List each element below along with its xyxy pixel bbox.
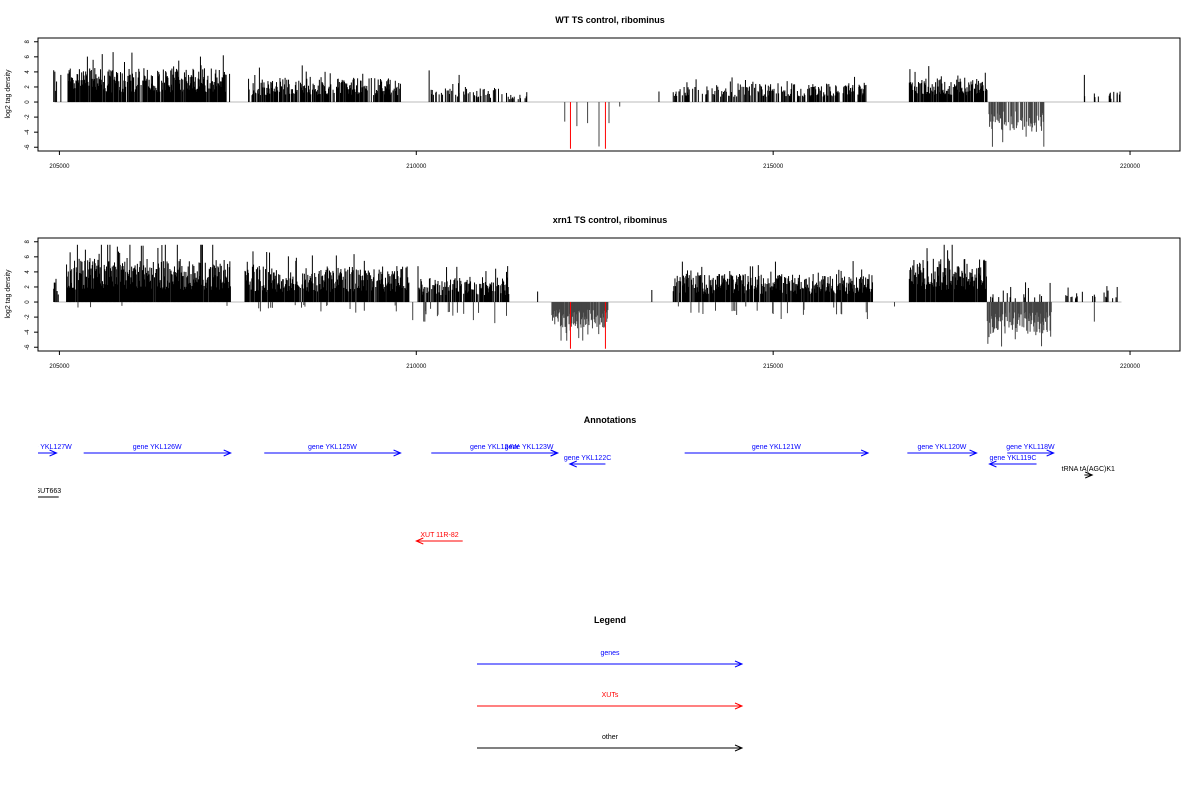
annotation-label: SUT663 <box>36 488 62 495</box>
annotation-label: gene YKL121W <box>752 444 801 451</box>
wt-bars <box>53 52 1121 149</box>
legend-item-genes: genes <box>477 650 744 668</box>
xrn1-plot-frame <box>37 237 1181 352</box>
arrowhead-right-icon <box>860 449 870 457</box>
arrowhead-right-icon <box>223 449 232 457</box>
legend-label: genes <box>600 650 620 657</box>
xrn1-panel-title: xrn1 TS control, ribominus <box>553 215 668 225</box>
wt-xtick-label: 210000 <box>406 164 427 170</box>
xrn1-ytick-label: 4 <box>25 270 31 274</box>
wt-ytick-label: -6 <box>25 144 31 150</box>
wt-xtick-label: 220000 <box>1120 164 1141 170</box>
arrowhead-right-icon <box>969 449 978 457</box>
arrowhead-right-icon <box>734 660 744 668</box>
xrn1-xtick-label: 210000 <box>406 364 427 370</box>
annotations-panel: Annotations gene YKL127W gene YKL126W gene… <box>23 415 1115 545</box>
arrowhead-left-icon <box>415 537 424 545</box>
annotation-label: gene YKL124W <box>470 444 519 451</box>
arrowhead-right-icon <box>550 449 559 457</box>
wt-ytick-label: 8 <box>25 39 31 43</box>
annotation-label: gene YKL125W <box>308 444 357 451</box>
annotation-label: gene YKL118W <box>1006 444 1055 451</box>
annotation-label: XUT 11R-82 <box>420 532 458 539</box>
annotation-feature: gene YKL122C <box>564 455 611 468</box>
annotation-feature: gene YKL118W <box>1006 444 1055 457</box>
wt-plot-frame <box>37 37 1181 152</box>
xrn1-x-axis: 205000 210000 215000 220000 <box>49 351 1141 370</box>
legend-title: Legend <box>594 615 626 625</box>
annotation-label: gene YKL119C <box>990 455 1037 462</box>
annotation-feature: gene YKL126W <box>83 444 232 457</box>
annotation-feature: gene YKL120W <box>907 444 978 457</box>
annotation-label: gene YKL127W <box>23 444 72 451</box>
legend-label: XUTs <box>602 692 619 699</box>
annotation-feature: gene YKL123W <box>500 444 559 457</box>
wt-panel-title: WT TS control, ribominus <box>555 15 665 25</box>
annotation-label: gene YKL122C <box>564 455 611 462</box>
xrn1-ylabel: log2 tag density <box>5 269 12 319</box>
xrn1-y-axis: 8 6 4 2 0 -2 -4 -6 <box>25 239 38 350</box>
legend-item-other: other <box>477 734 744 752</box>
arrowhead-right-icon <box>734 702 744 710</box>
wt-xtick-label: 215000 <box>763 164 784 170</box>
legend-label: other <box>602 734 619 741</box>
xrn1-ytick-label: 0 <box>25 300 31 304</box>
legend-panel: Legend genes XUTs other <box>477 615 744 752</box>
wt-ylabel: log2 tag density <box>5 69 12 119</box>
annotation-label: gene YKL126W <box>133 444 182 451</box>
annotations-title: Annotations <box>584 415 637 425</box>
arrowhead-right-icon <box>1046 449 1055 457</box>
wt-ytick-label: 2 <box>25 85 31 89</box>
wt-ytick-label: -4 <box>25 129 31 135</box>
xrn1-bars <box>53 244 1118 349</box>
arrowhead-left-icon <box>568 460 577 468</box>
annotation-label: gene YKL123W <box>505 444 554 451</box>
xrn1-xtick-label: 215000 <box>763 364 784 370</box>
annotation-feature: gene YKL119C <box>988 455 1037 468</box>
annotation-feature: gene YKL125W <box>264 444 402 457</box>
arrowhead-right-icon <box>49 449 58 457</box>
wt-xtick-label: 205000 <box>49 164 70 170</box>
xrn1-xtick-label: 220000 <box>1120 364 1141 370</box>
wt-y-axis: 8 6 4 2 0 -2 -4 -6 <box>25 39 38 150</box>
annotation-feature: tRNA tA(AGC)K1 <box>1062 466 1115 479</box>
xrn1-ytick-label: 2 <box>25 285 31 289</box>
xrn1-track-panel: xrn1 TS control, ribominus log2 tag dens… <box>5 215 1181 370</box>
xrn1-ytick-label: -6 <box>25 344 31 350</box>
arrowhead-right-icon <box>1085 471 1094 479</box>
legend-item-xuts: XUTs <box>477 692 744 710</box>
legend-items: genes XUTs other <box>477 650 744 752</box>
xrn1-ytick-label: 6 <box>25 255 31 259</box>
annotation-label: gene YKL120W <box>918 444 967 451</box>
wt-ytick-label: -2 <box>25 114 31 120</box>
annotation-feature: SUT663 <box>36 488 62 498</box>
arrowhead-right-icon <box>393 449 402 457</box>
wt-x-axis: 205000 210000 215000 220000 <box>49 151 1141 170</box>
wt-ytick-label: 6 <box>25 55 31 59</box>
xrn1-ytick-label: -4 <box>25 329 31 335</box>
xrn1-ytick-label: 8 <box>25 239 31 243</box>
annotation-feature: gene YKL121W <box>684 444 870 457</box>
annotation-feature: gene YKL127W <box>23 444 72 457</box>
annotation-feature: XUT 11R-82 <box>415 532 463 545</box>
wt-ytick-label: 4 <box>25 70 31 74</box>
wt-ytick-label: 0 <box>25 100 31 104</box>
xrn1-xtick-label: 205000 <box>49 364 70 370</box>
wt-track-panel: WT TS control, ribominus log2 tag densit… <box>5 15 1181 170</box>
annotation-label: tRNA tA(AGC)K1 <box>1062 466 1115 473</box>
annotation-features: gene YKL127W gene YKL126W gene YKL125W gene… <box>23 444 1115 545</box>
xrn1-ytick-label: -2 <box>25 314 31 320</box>
arrowhead-right-icon <box>734 744 744 752</box>
arrowhead-left-icon <box>988 460 997 468</box>
